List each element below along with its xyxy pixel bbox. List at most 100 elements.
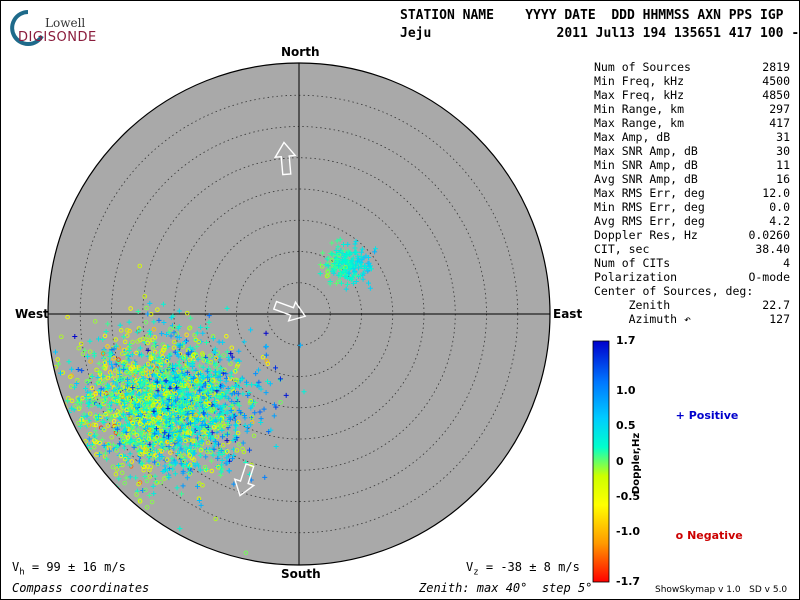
positive-doppler-point xyxy=(358,259,364,265)
negative-doppler-point xyxy=(159,428,164,434)
positive-doppler-point xyxy=(177,526,183,532)
positive-doppler-point xyxy=(159,331,165,337)
positive-doppler-point xyxy=(209,402,215,408)
stat-label: Max Amp, dB xyxy=(594,130,671,144)
stat-row: CIT, sec 38.40 xyxy=(594,242,794,256)
positive-doppler-point xyxy=(323,262,329,268)
positive-doppler-point xyxy=(339,256,345,262)
negative-doppler-point xyxy=(141,336,146,342)
negative-doppler-point xyxy=(108,391,114,396)
positive-doppler-point xyxy=(184,407,190,413)
positive-doppler-point xyxy=(107,417,113,423)
positive-doppler-point xyxy=(57,427,63,433)
positive-doppler-point xyxy=(205,412,211,418)
stat-row: Polarization O-mode xyxy=(594,270,794,284)
positive-doppler-point xyxy=(225,422,231,428)
positive-doppler-point xyxy=(72,333,78,339)
positive-doppler-point xyxy=(210,436,216,442)
positive-doppler-point xyxy=(133,441,139,447)
positive-doppler-point xyxy=(252,400,258,406)
negative-doppler-point xyxy=(113,471,119,477)
colorbar-title: Doppler,Hz xyxy=(631,432,642,494)
positive-doppler-point xyxy=(79,420,85,426)
positive-doppler-point xyxy=(150,483,156,489)
negative-doppler-point xyxy=(234,448,240,453)
positive-doppler-point xyxy=(98,386,104,392)
stat-row: Avg RMS Err, deg 4.2 xyxy=(594,214,794,228)
positive-doppler-point xyxy=(228,374,234,380)
positive-doppler-point xyxy=(188,374,194,380)
positive-doppler-point xyxy=(176,308,182,314)
positive-doppler-point xyxy=(100,337,106,343)
positive-doppler-point xyxy=(326,255,332,261)
positive-doppler-point xyxy=(119,423,125,429)
negative-doppler-point xyxy=(233,377,238,383)
negative-doppler-point xyxy=(141,459,146,464)
negative-doppler-point xyxy=(160,354,165,359)
stat-value: 22.7 xyxy=(762,298,790,312)
positive-doppler-point xyxy=(165,474,171,480)
positive-doppler-point xyxy=(79,457,85,463)
positive-doppler-point xyxy=(252,410,258,416)
positive-doppler-point xyxy=(70,450,76,456)
positive-doppler-point xyxy=(178,491,184,497)
positive-doppler-point xyxy=(77,424,83,430)
positive-doppler-point xyxy=(372,249,378,255)
positive-doppler-point xyxy=(222,393,228,399)
positive-doppler-point xyxy=(178,453,184,459)
stat-value: 297 xyxy=(769,102,790,116)
negative-doppler-point xyxy=(191,356,196,362)
negative-doppler-point xyxy=(130,361,136,366)
negative-doppler-point xyxy=(128,306,133,311)
positive-doppler-point xyxy=(345,241,351,247)
header-values: Jeju 2011 Jul13 194 135651 417 100 -8U xyxy=(400,26,800,41)
positive-doppler-point xyxy=(56,361,62,367)
positive-doppler-point xyxy=(204,466,210,472)
stat-row: Min Freq, kHz 4500 xyxy=(594,74,794,88)
positive-doppler-point xyxy=(146,492,152,498)
positive-doppler-point xyxy=(343,252,349,258)
negative-doppler-point xyxy=(114,448,119,453)
positive-doppler-point xyxy=(185,360,191,366)
positive-doppler-point xyxy=(202,404,208,410)
negative-doppler-point xyxy=(181,354,187,360)
negative-doppler-point xyxy=(130,420,136,426)
negative-doppler-point xyxy=(130,339,135,345)
positive-doppler-point xyxy=(159,454,165,460)
positive-doppler-point xyxy=(202,406,208,412)
positive-doppler-point xyxy=(166,475,172,481)
positive-doppler-point xyxy=(175,451,181,457)
negative-doppler-point xyxy=(172,325,177,330)
velocity-arrow xyxy=(273,141,297,176)
positive-doppler-point xyxy=(163,446,169,452)
negative-marker: o xyxy=(675,529,684,542)
positive-doppler-point xyxy=(233,435,239,441)
stat-value: 0.0 xyxy=(769,200,790,214)
negative-doppler-point xyxy=(206,383,211,389)
positive-doppler-point xyxy=(217,357,223,363)
positive-doppler-point xyxy=(184,355,190,361)
negative-doppler-point xyxy=(120,433,125,438)
negative-doppler-point xyxy=(151,456,157,461)
compass-axes xyxy=(48,63,550,565)
negative-doppler-point xyxy=(213,355,219,361)
positive-doppler-point xyxy=(213,439,219,445)
positive-doppler-point xyxy=(212,443,218,449)
positive-doppler-point xyxy=(96,360,102,366)
negative-doppler-point xyxy=(192,438,197,443)
negative-doppler-point xyxy=(105,375,111,381)
positive-doppler-point xyxy=(135,413,141,419)
negative-doppler-point xyxy=(187,326,192,331)
positive-doppler-point xyxy=(350,266,356,272)
negative-doppler-point xyxy=(143,320,149,325)
positive-doppler-point xyxy=(355,258,361,264)
negative-doppler-point xyxy=(222,367,227,373)
positive-doppler-point xyxy=(235,391,241,397)
positive-doppler-point xyxy=(174,485,180,491)
positive-doppler-point xyxy=(194,483,200,489)
negative-doppler-point xyxy=(150,337,155,343)
positive-doppler-point xyxy=(194,425,200,431)
negative-doppler-point xyxy=(156,372,162,378)
header-columns: STATION NAME YYYY DATE DDD HHMMSS AXN PP… xyxy=(400,8,784,23)
negative-doppler-point xyxy=(67,448,72,453)
